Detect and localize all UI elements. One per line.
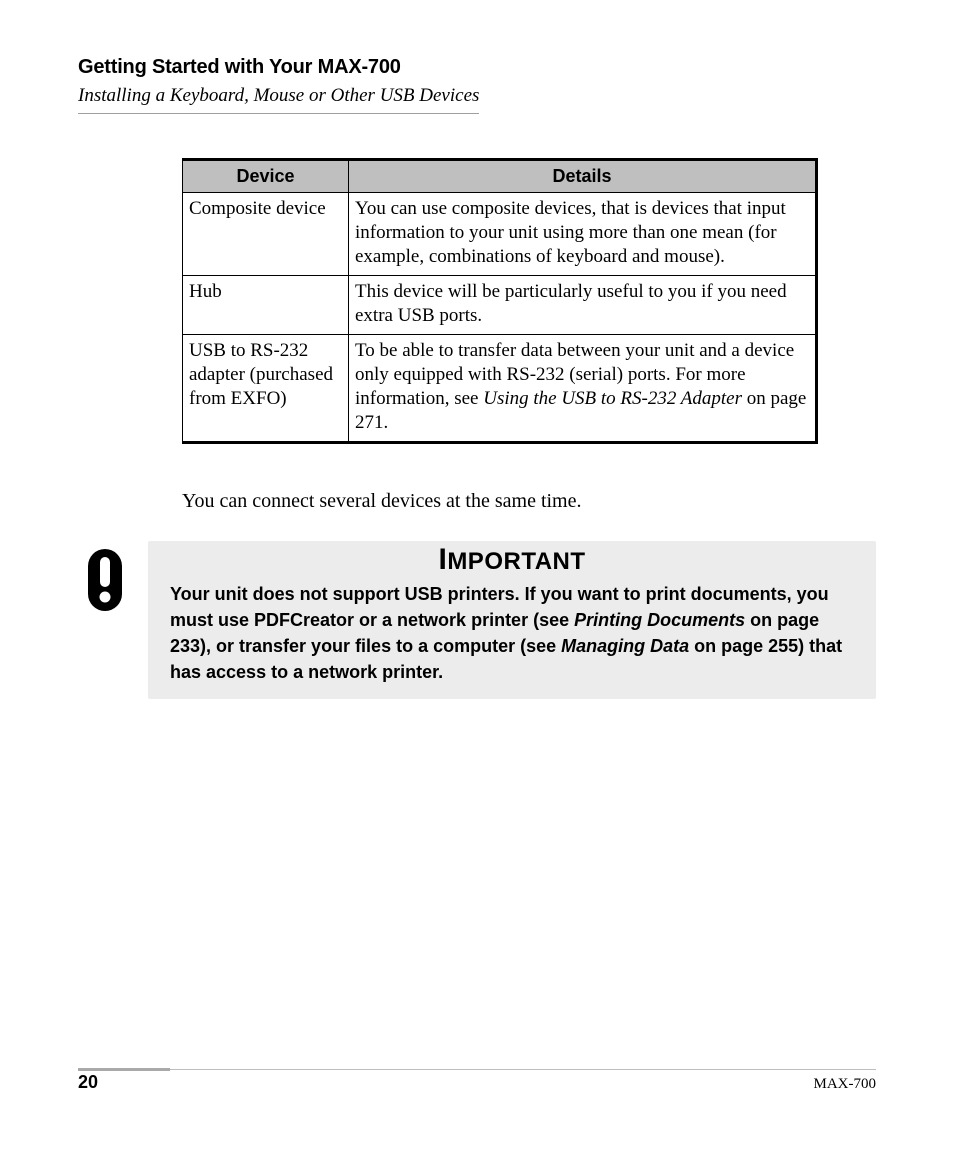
col-header-device: Device <box>183 160 349 193</box>
cell-device: Composite device <box>183 193 349 276</box>
callout-body: Your unit does not support USB printers.… <box>170 581 854 685</box>
page-product-label: MAX-700 <box>814 1076 877 1093</box>
cell-details: To be able to transfer data between your… <box>349 335 817 443</box>
col-header-details: Details <box>349 160 817 193</box>
device-table-container: Device Details Composite device You can … <box>182 158 818 444</box>
exclamation-icon <box>78 547 132 611</box>
footer-rule <box>78 1060 876 1066</box>
page-footer: 20 MAX-700 <box>78 1060 876 1093</box>
chapter-title: Getting Started with Your MAX-700 <box>78 56 876 79</box>
footer-line: 20 MAX-700 <box>78 1072 876 1093</box>
callout-title-rest: MPORTANT <box>447 548 585 575</box>
page-number: 20 <box>78 1072 98 1093</box>
table-row: Hub This device will be particularly use… <box>183 276 817 335</box>
cell-details-ref: Using the USB to RS-232 Adapter <box>483 388 742 409</box>
page: Getting Started with Your MAX-700 Instal… <box>0 0 954 1159</box>
callout-title: IMPORTANT <box>170 543 854 577</box>
section-subtitle: Installing a Keyboard, Mouse or Other US… <box>78 85 479 114</box>
callout-box: IMPORTANT Your unit does not support USB… <box>148 541 876 699</box>
cell-details: You can use composite devices, that is d… <box>349 193 817 276</box>
cell-details: This device will be particularly useful … <box>349 276 817 335</box>
body-paragraph: You can connect several devices at the s… <box>182 490 876 513</box>
callout-ref-2: Managing Data <box>561 636 689 656</box>
table-row: USB to RS-232 adapter (purchased from EX… <box>183 335 817 443</box>
cell-device: Hub <box>183 276 349 335</box>
important-callout: IMPORTANT Your unit does not support USB… <box>78 541 876 699</box>
table-row: Composite device You can use composite d… <box>183 193 817 276</box>
table-header-row: Device Details <box>183 160 817 193</box>
callout-ref-1: Printing Documents <box>574 610 745 630</box>
cell-device: USB to RS-232 adapter (purchased from EX… <box>183 335 349 443</box>
callout-title-initial: I <box>438 543 447 576</box>
device-table: Device Details Composite device You can … <box>182 158 818 444</box>
